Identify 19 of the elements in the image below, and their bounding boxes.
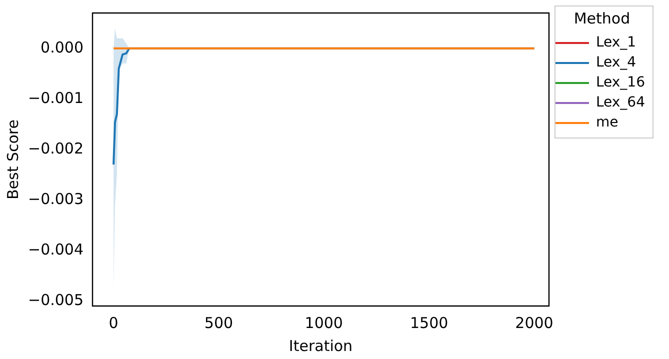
y-tick-label: 0.000 — [40, 38, 84, 56]
y-tick-label: −0.005 — [28, 290, 84, 309]
y-axis-title: Best Score — [4, 120, 22, 200]
legend-label: Lex_4 — [596, 54, 636, 71]
x-tick-label: 1000 — [304, 314, 343, 332]
x-tick-label: 2000 — [515, 314, 554, 332]
x-tick-label: 0 — [108, 314, 118, 332]
legend-label: me — [596, 114, 618, 131]
x-tick-label: 500 — [204, 314, 234, 332]
y-tick-label: −0.003 — [28, 190, 84, 208]
y-tick-label: −0.001 — [28, 88, 84, 107]
x-axis-title: Iteration — [288, 336, 353, 355]
x-tick-label: 1500 — [410, 314, 448, 332]
legend-title: Method — [574, 9, 630, 28]
legend-label: Lex_1 — [596, 34, 636, 51]
y-tick-label: −0.004 — [28, 240, 84, 258]
legend-label: Lex_16 — [596, 74, 646, 91]
legend-label: Lex_64 — [596, 94, 646, 111]
y-tick-label: −0.002 — [28, 139, 84, 158]
